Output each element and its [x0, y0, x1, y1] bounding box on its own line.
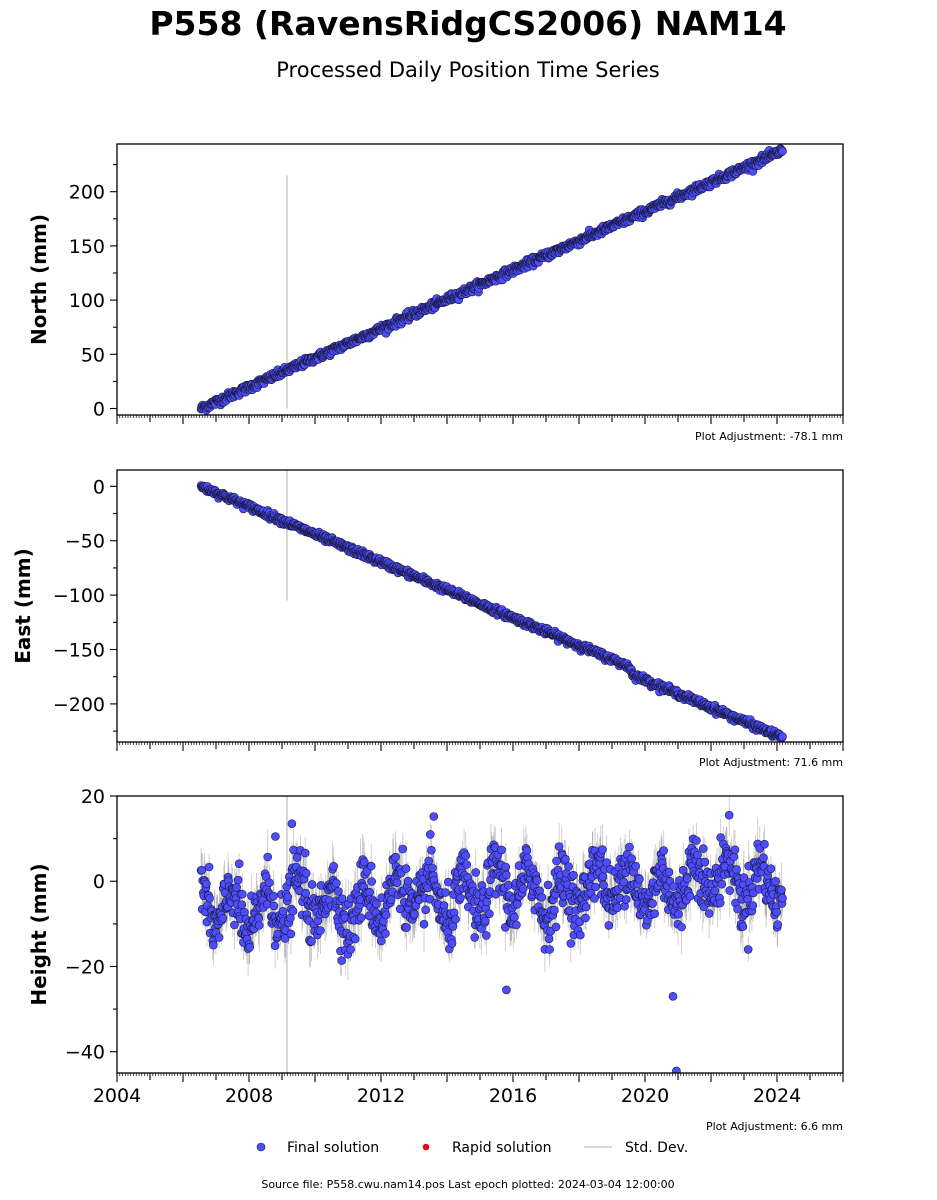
- north-y-tick-label: 50: [81, 344, 105, 366]
- height-data-point: [286, 929, 296, 939]
- north-y-tick-label: 200: [69, 182, 105, 204]
- height-data-point: [263, 852, 273, 862]
- height-data-point: [214, 933, 224, 942]
- height-data-point: [209, 940, 218, 950]
- height-data-point: [218, 914, 228, 923]
- height-data-point: [288, 906, 298, 916]
- height-final-solution-points: [196, 810, 787, 1073]
- east-y-tick-label: −200: [53, 694, 105, 716]
- height-data-point: [202, 879, 211, 889]
- north-plot-area: [196, 144, 787, 415]
- east-x-ticks: [116, 742, 844, 751]
- height-data-point: [230, 920, 239, 930]
- height-data-point: [220, 888, 230, 898]
- height-panel: 2004 2008 2012 2016 2020 2024200−20−40Height …: [27, 786, 844, 1133]
- height-plot-area: [196, 796, 787, 1073]
- height-data-point: [197, 865, 206, 875]
- north-panel: 0 50 100 150 200 North (mm) Plot Adjustment: -…: [27, 143, 844, 443]
- height-data-point: [233, 875, 243, 885]
- height-data-point: [254, 921, 264, 930]
- height-data-point: [334, 887, 343, 896]
- east-y-tick-label: −150: [53, 640, 105, 662]
- east-y-ticks: 0 −50 −100 −150 −200: [53, 476, 117, 732]
- north-plot-adjustment: Plot Adjustment: -78.1 mm: [695, 430, 843, 443]
- height-data-point: [269, 901, 279, 911]
- east-y-axis-label: East (mm): [11, 548, 35, 664]
- height-data-point: [300, 848, 310, 858]
- north-y-ticks: 0 50 100 150 200: [69, 164, 117, 420]
- height-data-point: [381, 929, 390, 938]
- figure-subtitle: Processed Daily Position Time Series: [276, 58, 660, 82]
- height-data-point: [278, 906, 288, 916]
- height-data-point: [204, 862, 214, 872]
- north-y-tick-label: 150: [69, 236, 105, 258]
- height-data-point: [292, 853, 302, 862]
- height-data-point: [376, 936, 386, 946]
- east-panel: 0 −50 −100 −150 −200 East (mm) Plot Adjustment…: [11, 469, 844, 769]
- height-data-point: [301, 868, 311, 878]
- height-data-point: [264, 878, 274, 888]
- height-data-point: [270, 941, 280, 951]
- height-data-point: [329, 861, 339, 871]
- height-data-point: [350, 934, 360, 944]
- height-data-point: [307, 880, 317, 889]
- height-data-point: [359, 857, 369, 867]
- height-data-point: [356, 913, 366, 923]
- height-data-point: [386, 895, 396, 905]
- east-data-point: [778, 732, 787, 741]
- north-y-tick-label: 100: [69, 290, 105, 312]
- east-plot-adjustment: Plot Adjustment: 71.6 mm: [699, 756, 843, 769]
- height-data-point: [205, 893, 214, 903]
- north-y-axis-label: North (mm): [27, 214, 51, 345]
- height-data-point: [234, 859, 244, 869]
- height-data-point: [337, 894, 347, 904]
- north-data-point: [778, 146, 787, 156]
- height-data-point: [381, 910, 391, 920]
- north-final-solution-points: [196, 144, 787, 415]
- height-data-point: [238, 889, 247, 899]
- height-data-point: [331, 878, 341, 888]
- height-data-point: [237, 900, 247, 910]
- east-y-tick-label: −100: [53, 585, 105, 607]
- figure-title: P558 (RavensRidgCS2006) NAM14: [149, 4, 786, 43]
- height-data-point: [245, 942, 254, 952]
- east-plot-area: [196, 470, 787, 742]
- height-data-point: [346, 945, 355, 954]
- height-data-point: [316, 926, 325, 935]
- east-y-tick-label: −50: [65, 531, 105, 553]
- height-data-point: [283, 892, 293, 902]
- east-final-solution-points: [196, 481, 787, 742]
- east-y-tick-label: 0: [93, 476, 105, 498]
- height-data-point: [366, 861, 376, 871]
- height-data-point: [391, 852, 400, 862]
- north-y-tick-label: 0: [93, 398, 105, 420]
- height-data-point: [372, 899, 381, 909]
- north-x-ticks: [116, 415, 844, 424]
- height-data-point: [337, 956, 346, 965]
- height-data-point: [367, 877, 377, 886]
- height-data-point: [269, 891, 278, 901]
- height-data-point: [301, 888, 311, 898]
- height-data-point: [307, 937, 316, 946]
